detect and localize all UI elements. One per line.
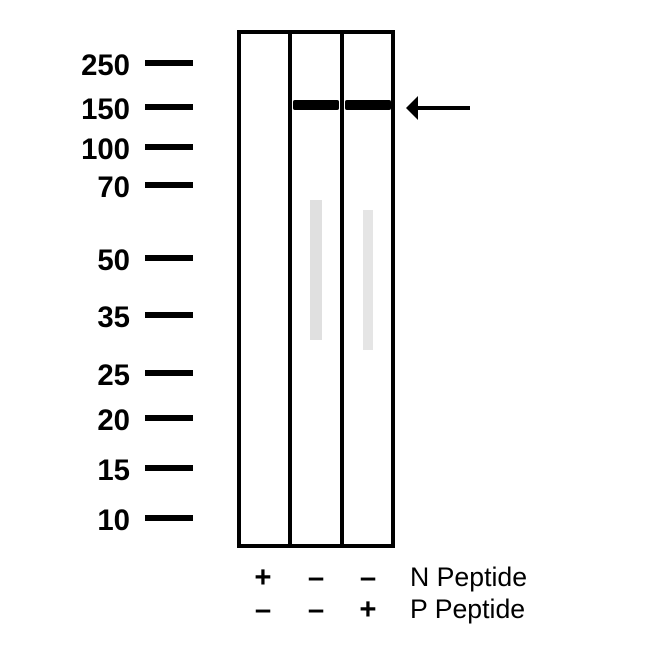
ladder-label: 25 bbox=[97, 359, 130, 393]
ladder-label: 100 bbox=[81, 133, 130, 167]
ladder-label: 50 bbox=[97, 244, 130, 278]
band bbox=[293, 100, 339, 110]
ladder-tick bbox=[145, 465, 193, 471]
legend-symbol: – bbox=[243, 593, 283, 627]
ladder-tick bbox=[145, 255, 193, 261]
ladder-label: 35 bbox=[97, 301, 130, 335]
ladder-tick bbox=[145, 312, 193, 318]
ladder-label: 10 bbox=[97, 504, 130, 538]
legend-symbol: + bbox=[243, 561, 283, 595]
ladder-tick bbox=[145, 515, 193, 521]
blot-border-left bbox=[237, 30, 241, 548]
ladder-label: 70 bbox=[97, 171, 130, 205]
blot-border-bottom bbox=[237, 544, 395, 548]
legend-symbol: – bbox=[296, 593, 336, 627]
faint-smear bbox=[363, 210, 373, 350]
faint-smear bbox=[310, 200, 322, 340]
blot-border-right bbox=[391, 30, 395, 548]
legend-symbol: + bbox=[348, 593, 388, 627]
indicator-arrow-shaft bbox=[418, 106, 470, 110]
ladder-label: 20 bbox=[97, 404, 130, 438]
indicator-arrow-head bbox=[406, 96, 418, 120]
legend-symbol: – bbox=[348, 561, 388, 595]
blot-figure: 250 150 100 70 50 35 25 20 15 10 + – – N… bbox=[0, 0, 650, 650]
ladder-tick bbox=[145, 182, 193, 188]
ladder-tick bbox=[145, 415, 193, 421]
ladder-tick bbox=[145, 60, 193, 66]
band bbox=[345, 100, 391, 110]
lane-divider bbox=[340, 30, 344, 548]
ladder-tick bbox=[145, 144, 193, 150]
ladder-label: 250 bbox=[81, 49, 130, 83]
lane-divider bbox=[288, 30, 292, 548]
ladder-tick bbox=[145, 104, 193, 110]
ladder-label: 150 bbox=[81, 93, 130, 127]
legend-text: P Peptide bbox=[410, 594, 525, 625]
legend-symbol: – bbox=[296, 561, 336, 595]
ladder-tick bbox=[145, 370, 193, 376]
ladder-label: 15 bbox=[97, 454, 130, 488]
blot-border-top bbox=[237, 30, 395, 34]
legend-text: N Peptide bbox=[410, 562, 527, 593]
